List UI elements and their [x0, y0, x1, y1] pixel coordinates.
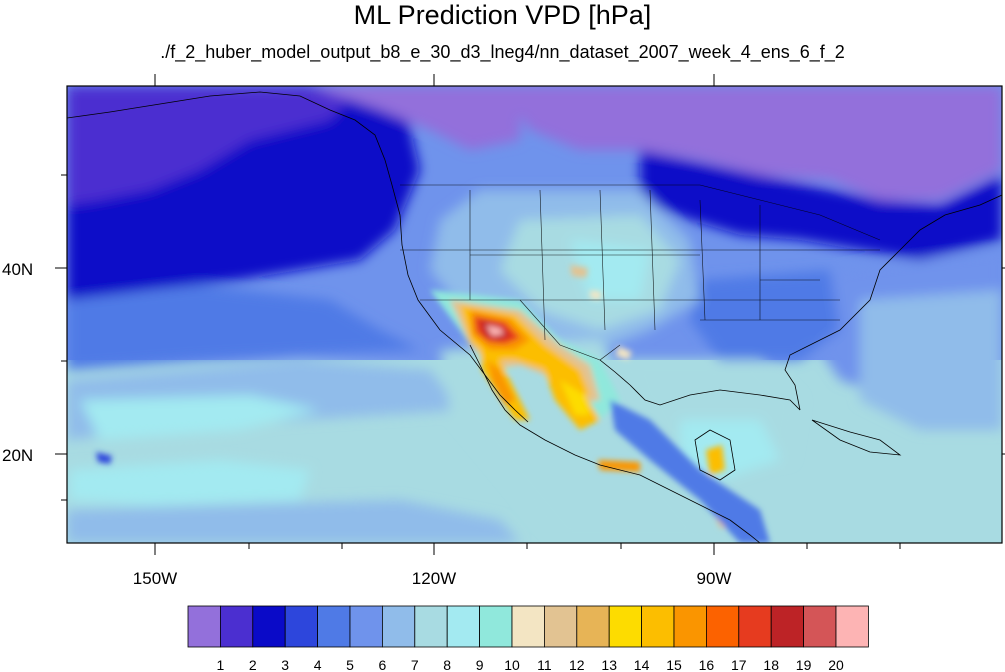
colorbar-label: 11 [537, 657, 552, 672]
colorbar-swatch [219, 605, 254, 648]
colorbar-label: 19 [796, 657, 812, 672]
colorbar-swatch [673, 605, 707, 648]
colorbar-label: 16 [699, 657, 715, 672]
lon-label-120w: 120W [412, 569, 456, 588]
colorbar-swatch [770, 605, 805, 648]
colorbar-label: 10 [504, 657, 520, 672]
field-layer [67, 86, 1002, 543]
colorbar-label: 13 [601, 657, 617, 672]
colorbar-label: 17 [731, 657, 747, 672]
colorbar: 1 2 3 4 5 6 7 8 9 10 11 12 13 14 15 16 17 18 19 20 [187, 605, 869, 672]
colorbar-swatch [835, 605, 869, 648]
colorbar-label: 7 [411, 657, 419, 672]
colorbar-swatch [544, 605, 578, 648]
colorbar-swatch [446, 605, 481, 648]
colorbar-swatch [414, 605, 448, 648]
state-border-layer [400, 184, 881, 361]
colorbar-swatch [641, 605, 675, 648]
colorbar-label: 14 [634, 657, 650, 672]
colorbar-swatch [284, 605, 319, 648]
colorbar-swatch [738, 605, 772, 648]
colorbar-swatch [576, 605, 610, 648]
colorbar-label: 6 [379, 657, 387, 672]
colorbar-label: 15 [666, 657, 682, 672]
colorbar-label: 12 [569, 657, 585, 672]
colorbar-label: 8 [443, 657, 451, 672]
map-subtitle: ./f_2_huber_model_output_b8_e_30_d3_lneg… [160, 42, 845, 62]
colorbar-label: 3 [281, 657, 289, 672]
lon-label-150w: 150W [133, 569, 177, 588]
colorbar-label: 4 [314, 657, 322, 672]
coastline-layer [67, 91, 1002, 543]
colorbar-swatch [608, 605, 643, 648]
colorbar-swatch [187, 605, 221, 648]
colorbar-swatch [511, 605, 545, 648]
colorbar-label: 1 [217, 657, 225, 672]
tick-marks [55, 74, 1005, 555]
colorbar-swatch [479, 605, 513, 648]
colorbar-swatch [252, 605, 286, 648]
lat-label-20n: 20N [2, 446, 33, 465]
colorbar-swatch [349, 605, 383, 648]
colorbar-swatch [317, 605, 351, 648]
lat-label-40n: 40N [2, 260, 33, 279]
map-frame [66, 85, 1003, 544]
colorbar-swatch [381, 605, 416, 648]
map-title: ML Prediction VPD [hPa] [353, 0, 652, 30]
lon-label-90w: 90W [697, 569, 732, 588]
colorbar-label: 5 [346, 657, 354, 672]
colorbar-label: 2 [249, 657, 257, 672]
colorbar-swatch [803, 605, 837, 648]
colorbar-swatch [706, 605, 740, 648]
axis-labels: 40N 20N 150W 120W 90W [2, 260, 731, 588]
colorbar-label: 9 [476, 657, 484, 672]
colorbar-label: 18 [763, 657, 779, 672]
colorbar-label: 20 [828, 657, 844, 672]
